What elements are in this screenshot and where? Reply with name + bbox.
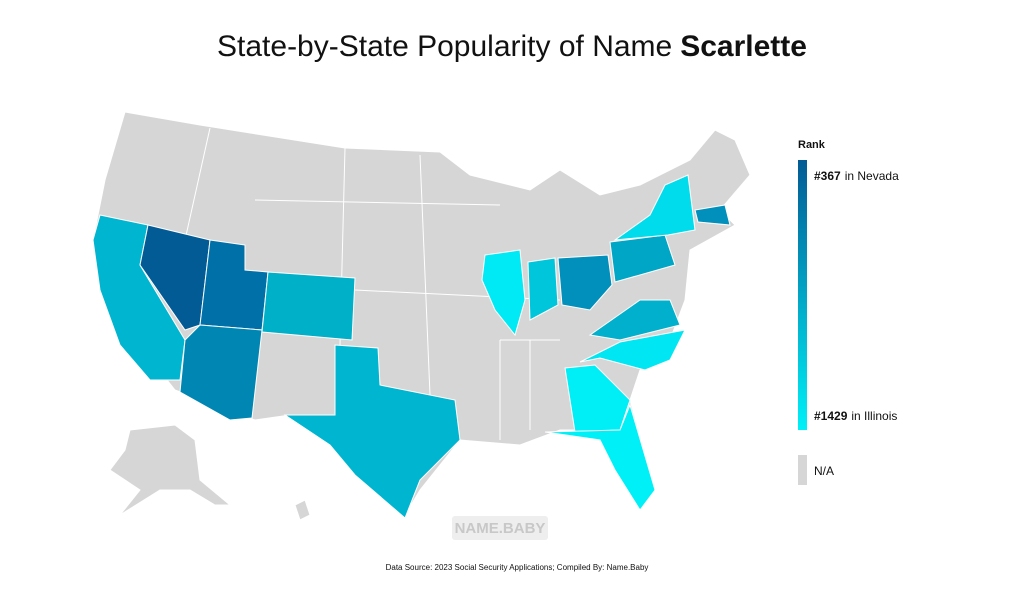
watermark-box bbox=[452, 516, 548, 540]
watermark: NAME.BABY bbox=[455, 520, 546, 537]
florida bbox=[544, 403, 656, 511]
indiana bbox=[527, 257, 559, 321]
legend-na-swatch bbox=[798, 455, 807, 485]
texas bbox=[283, 344, 461, 519]
ohio bbox=[557, 254, 613, 311]
border bbox=[184, 127, 211, 241]
border bbox=[354, 289, 561, 301]
north-carolina bbox=[579, 329, 686, 371]
virginia bbox=[588, 299, 681, 341]
legend-top-place: in Nevada bbox=[844, 169, 899, 183]
nevada bbox=[139, 224, 211, 331]
illinois bbox=[481, 249, 526, 337]
legend-gradient bbox=[798, 160, 807, 430]
georgia bbox=[564, 364, 631, 433]
legend-bottom-place: in Illinois bbox=[851, 409, 898, 423]
legend-bottom-rank: #1429 bbox=[814, 409, 848, 423]
border bbox=[419, 154, 431, 396]
title: State-by-State Popularity of Name Scarlet… bbox=[0, 30, 1024, 64]
title-text: State-by-State Popularity of Name bbox=[217, 30, 673, 63]
border bbox=[254, 199, 501, 206]
source: Data Source: 2023 Social Security Applic… bbox=[385, 563, 649, 572]
legend-title: Rank bbox=[798, 139, 825, 151]
legend-bottom: #1429 in Illinois bbox=[814, 409, 897, 423]
legend-top: #367 in Nevada bbox=[814, 169, 899, 183]
colorado bbox=[261, 271, 356, 341]
alaska bbox=[109, 424, 232, 516]
title-name: Scarlette bbox=[680, 30, 807, 63]
new-york bbox=[613, 174, 696, 241]
arizona bbox=[179, 324, 263, 421]
massachusetts bbox=[694, 204, 731, 226]
legend-na: N/A bbox=[814, 464, 835, 478]
hawaii bbox=[294, 499, 311, 521]
states bbox=[92, 111, 751, 521]
legend-top-rank: #367 bbox=[814, 169, 841, 183]
